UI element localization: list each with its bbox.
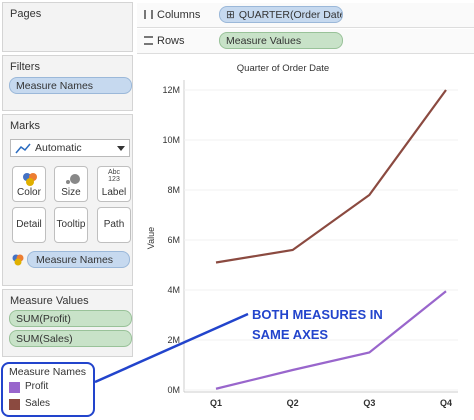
label-label: Label — [101, 187, 127, 198]
series-line-profit[interactable] — [215, 290, 447, 390]
detail-label: Detail — [16, 219, 42, 230]
columns-label: Columns — [157, 9, 201, 21]
color-icon — [23, 173, 37, 186]
rows-label: Rows — [157, 35, 185, 47]
y-tick-label: 0M — [167, 385, 180, 395]
x-tick-label: Q4 — [440, 398, 452, 408]
tooltip-button[interactable]: Tooltip — [54, 207, 88, 243]
legend-swatch-sales — [9, 399, 20, 410]
measure-values-panel: Measure Values SUM(Profit) SUM(Sales) — [2, 289, 133, 357]
chart-title: Quarter of Order Date — [237, 63, 329, 74]
sum-sales-pill[interactable]: SUM(Sales) — [9, 330, 132, 347]
measure-values-title: Measure Values — [10, 295, 89, 307]
quarter-order-date-pill[interactable]: ⊞ QUARTER(Order Date) — [219, 6, 343, 23]
expand-icon: ⊞ — [226, 9, 235, 21]
annotation-line-1: BOTH MEASURES IN — [252, 307, 383, 322]
marks-panel: Marks Automatic Color Size Abc 123 Label… — [2, 114, 133, 286]
tooltip-label: Tooltip — [56, 219, 86, 230]
legend-label-profit: Profit — [25, 381, 49, 392]
path-button[interactable]: Path — [97, 207, 131, 243]
x-tick-label: Q1 — [210, 398, 222, 408]
y-tick-label: 4M — [167, 285, 180, 295]
rows-shelf: Rows Measure Values — [137, 29, 474, 54]
quarter-pill-label: QUARTER(Order Date) — [238, 9, 343, 21]
x-tick-label: Q3 — [363, 398, 375, 408]
size-icon — [66, 174, 80, 184]
chevron-down-icon — [117, 146, 125, 151]
label-icon: Abc 123 — [107, 169, 121, 183]
legend-swatch-profit — [9, 382, 20, 393]
y-axis-title: Value — [146, 227, 156, 249]
mark-type-label: Automatic — [35, 142, 82, 154]
series-line-sales[interactable] — [215, 89, 447, 264]
y-tick-label: 2M — [167, 335, 180, 345]
annotation-text: BOTH MEASURES IN SAME AXES — [252, 305, 383, 345]
line-mark-icon — [15, 143, 31, 154]
color-button[interactable]: Color — [12, 166, 46, 202]
label-button[interactable]: Abc 123 Label — [97, 166, 131, 202]
annotation-line-2: SAME AXES — [252, 327, 329, 342]
columns-icon — [144, 10, 153, 19]
marks-measure-names-pill[interactable]: Measure Names — [27, 251, 130, 268]
size-button[interactable]: Size — [54, 166, 88, 202]
sum-profit-pill[interactable]: SUM(Profit) — [9, 310, 132, 327]
detail-button[interactable]: Detail — [12, 207, 46, 243]
columns-shelf: Columns ⊞ QUARTER(Order Date) — [137, 3, 474, 28]
y-tick-label: 12M — [162, 85, 180, 95]
y-tick-label: 6M — [167, 235, 180, 245]
y-tick-label: 8M — [167, 185, 180, 195]
filters-panel: Filters Measure Names — [2, 55, 133, 111]
marks-title: Marks — [10, 120, 40, 132]
pages-title: Pages — [10, 8, 42, 20]
filter-measure-names-pill[interactable]: Measure Names — [9, 77, 132, 94]
legend-panel: Measure Names Profit Sales — [1, 362, 95, 417]
color-field-icon — [12, 254, 24, 266]
color-label: Color — [17, 187, 41, 198]
path-label: Path — [103, 219, 125, 230]
pages-panel: Pages — [2, 2, 133, 52]
size-label: Size — [61, 187, 81, 198]
line-chart: Quarter of Order Date Value 0M 2M 4M 6M 8M 10… — [140, 58, 472, 416]
rows-icon — [144, 36, 153, 45]
filters-title: Filters — [10, 61, 40, 73]
measure-values-pill[interactable]: Measure Values — [219, 32, 343, 49]
legend-title: Measure Names — [9, 366, 87, 378]
y-tick-label: 10M — [162, 135, 180, 145]
legend-label-sales: Sales — [25, 398, 51, 409]
mark-type-dropdown[interactable]: Automatic — [10, 139, 130, 157]
x-tick-label: Q2 — [287, 398, 299, 408]
